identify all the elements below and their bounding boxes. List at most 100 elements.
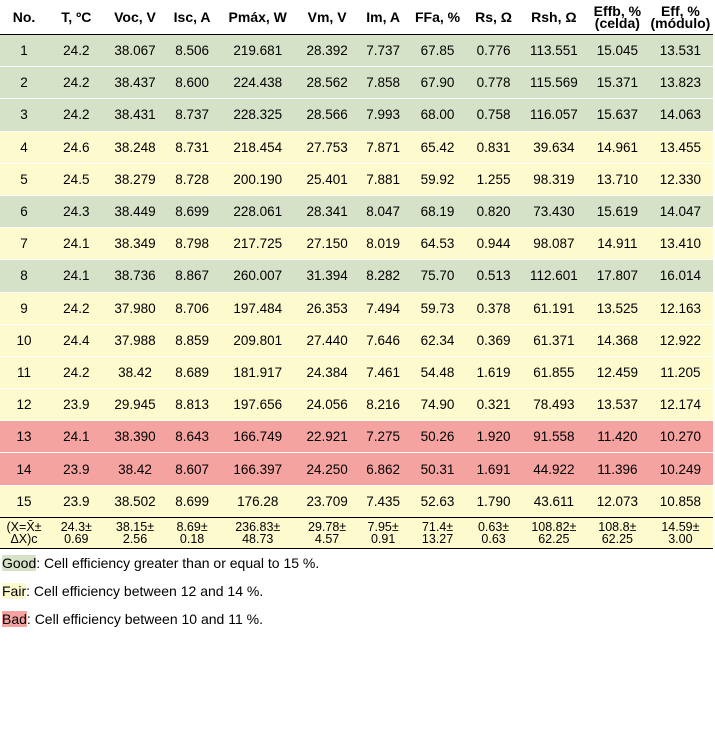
cell-rs: 1.691 [466, 452, 521, 486]
cell-no: 5 [0, 162, 49, 196]
cell-ff: 59.73 [408, 291, 467, 325]
cell-ff: 64.53 [408, 227, 467, 260]
cell-no: 8 [0, 259, 49, 292]
cell-ff: 54.48 [408, 355, 467, 389]
cell-pmax: 197.484 [218, 291, 297, 325]
cell-pmax: 209.801 [218, 323, 297, 357]
header-eff-cell: Effb, % (celda) [586, 0, 648, 35]
cell-im: 7.435 [357, 484, 409, 518]
cell-ff: 68.19 [408, 194, 467, 228]
cell-im: 8.282 [357, 259, 409, 292]
cell-rsh: 44.922 [520, 452, 587, 486]
cell-eff-mod: 12.174 [647, 388, 713, 421]
cell-rsh: 98.087 [520, 227, 587, 260]
header-temp: T, ºC [48, 0, 105, 35]
cell-rsh: 61.855 [520, 355, 587, 389]
cell-rsh: 98.319 [520, 162, 587, 196]
cell-rs: 1.255 [466, 162, 521, 196]
cell-temp: 24.2 [48, 98, 105, 132]
cell-vm: 26.353 [296, 291, 358, 325]
cell-rsh: 61.191 [520, 291, 587, 325]
cell-ff: 68.00 [408, 98, 467, 132]
table-row: 5 24.5 38.279 8.728 200.190 25.401 7.881 59.92 1… [0, 162, 713, 196]
cell-isc: 8.689 [165, 355, 219, 389]
legend-good: Good: Cell efficiency greater than or eq… [0, 549, 715, 577]
table-row: 12 23.9 29.945 8.813 197.656 24.056 8.216 74.90… [0, 388, 713, 421]
header-ff: FFa, % [408, 0, 467, 35]
cell-ff: 75.70 [408, 259, 467, 292]
cell-rs: 0.321 [466, 388, 521, 421]
cell-eff-mod: 12.163 [647, 291, 713, 325]
cell-rs: 0.831 [466, 130, 521, 164]
cell-vm: 28.566 [296, 98, 358, 132]
cell-no: 2 [0, 66, 49, 99]
cell-vm: 27.440 [296, 323, 358, 357]
cell-no: 1 [0, 34, 49, 67]
cell-eff-mod: 12.330 [647, 162, 713, 196]
cell-im: 8.216 [357, 388, 409, 421]
cell-temp: 24.2 [48, 291, 105, 325]
header-eff-cell-line2: (celda) [594, 15, 640, 31]
cell-temp: 23.9 [48, 388, 105, 421]
header-rsh: Rsh, Ω [520, 0, 587, 35]
cell-pmax: 197.656 [218, 388, 297, 421]
table-row: 8 24.1 38.736 8.867 260.007 31.394 8.282 75.70 0… [0, 259, 713, 292]
cell-pmax: 228.061 [218, 194, 297, 228]
header-isc: Isc, A [165, 0, 219, 35]
cell-temp: 24.2 [48, 66, 105, 99]
cell-temp: 24.2 [48, 355, 105, 389]
cell-no: 13 [0, 420, 49, 453]
table-body: 1 24.2 38.067 8.506 219.681 28.392 7.737 67.85 0… [0, 34, 713, 518]
cell-no: 6 [0, 194, 49, 228]
cell-voc: 38.42 [104, 355, 166, 389]
cell-pmax: 219.681 [218, 34, 297, 67]
cell-voc: 38.431 [104, 98, 166, 132]
solar-module-table: No. T, ºC Voc, V Isc, A Pmáx, W Vm, V Im… [0, 0, 713, 549]
cell-temp: 24.6 [48, 130, 105, 164]
header-eff-cell-line1: Effb, % [593, 3, 642, 19]
legend-fair-tag: Fair [2, 582, 27, 599]
cell-im: 7.646 [357, 323, 409, 357]
cell-vm: 24.056 [296, 388, 358, 421]
cell-no: 12 [0, 388, 49, 421]
cell-temp: 24.5 [48, 162, 105, 196]
cell-no: 10 [0, 323, 49, 357]
cell-im: 6.862 [357, 452, 409, 486]
summary-row: (X=X̄± ΔX)c 24.3± 0.69 38.15± 2.56 8.69± 0.1… [0, 516, 713, 549]
legend-bad-text: : Cell efficiency between 10 and 11 %. [26, 610, 263, 627]
cell-vm: 27.150 [296, 227, 358, 260]
cell-rs: 0.758 [466, 98, 521, 132]
summary-eff-mod: 14.59± 3.00 [647, 516, 713, 549]
cell-isc: 8.813 [165, 388, 219, 421]
cell-isc: 8.600 [165, 66, 219, 99]
cell-isc: 8.699 [165, 484, 219, 518]
cell-voc: 38.390 [104, 420, 166, 453]
cell-temp: 23.9 [48, 452, 105, 486]
cell-eff-cell: 17.807 [586, 259, 648, 292]
table-row: 10 24.4 37.988 8.859 209.801 27.440 7.646 62.34… [0, 323, 713, 357]
cell-pmax: 166.397 [218, 452, 297, 486]
cell-voc: 38.502 [104, 484, 166, 518]
table-row: 6 24.3 38.449 8.699 228.061 28.341 8.047 68.19 0… [0, 194, 713, 228]
summary-eff-cell: 108.8± 62.25 [586, 516, 648, 549]
cell-pmax: 217.725 [218, 227, 297, 260]
cell-rs: 0.944 [466, 227, 521, 260]
header-eff-mod: Eff, % (módulo) [647, 0, 713, 35]
cell-eff-cell: 12.459 [586, 355, 648, 389]
legend-bad: Bad: Cell efficiency between 10 and 11 %… [0, 605, 715, 633]
cell-eff-mod: 10.249 [647, 452, 713, 486]
summary-ff: 71.4± 13.27 [408, 516, 467, 549]
cell-im: 7.881 [357, 162, 409, 196]
cell-eff-mod: 16.014 [647, 259, 713, 292]
table-row: 9 24.2 37.980 8.706 197.484 26.353 7.494 59.73 0… [0, 291, 713, 325]
cell-ff: 65.42 [408, 130, 467, 164]
cell-no: 15 [0, 484, 49, 518]
cell-isc: 8.737 [165, 98, 219, 132]
cell-temp: 24.1 [48, 420, 105, 453]
cell-im: 7.494 [357, 291, 409, 325]
header-eff-mod-line2: (módulo) [650, 15, 711, 31]
cell-eff-cell: 15.637 [586, 98, 648, 132]
cell-rs: 1.619 [466, 355, 521, 389]
summary-rsh: 108.82± 62.25 [520, 516, 587, 549]
